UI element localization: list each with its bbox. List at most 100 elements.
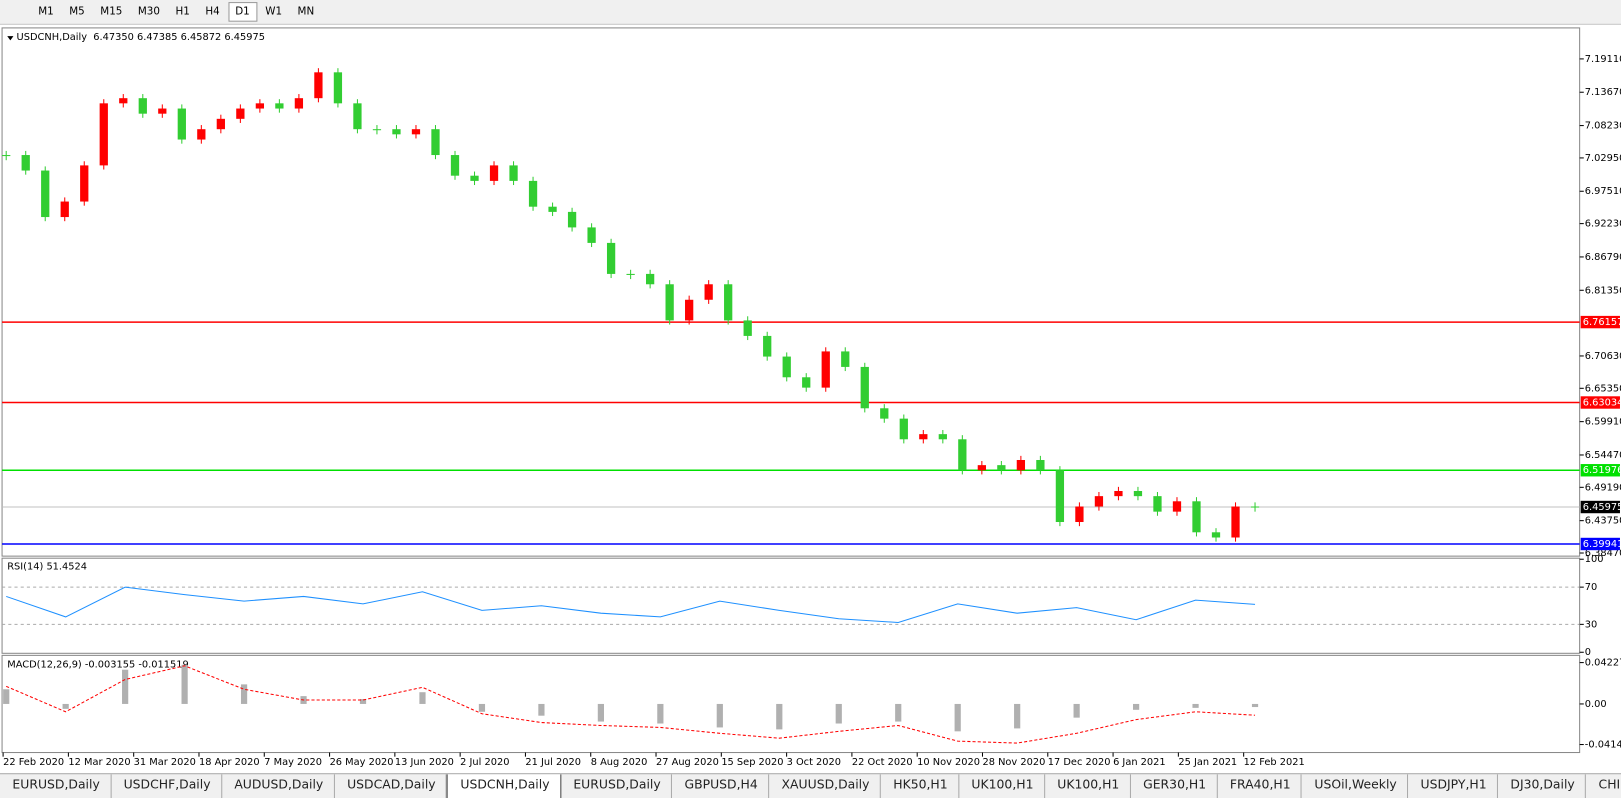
candle: [528, 180, 538, 207]
level-label: 6.39941: [1583, 539, 1621, 550]
current-price-label: 6.45975: [1583, 502, 1621, 513]
macd-bar: [1192, 703, 1199, 708]
candle: [567, 211, 577, 228]
candle: [1036, 459, 1045, 471]
candle: [977, 465, 986, 471]
macd-bar: [954, 703, 961, 732]
y-tick-label: 6.81350: [1585, 285, 1621, 296]
x-tick-label: 15 Sep 2020: [721, 757, 783, 768]
y-tick-label: 7.13670: [1585, 87, 1621, 98]
candle: [216, 118, 225, 130]
chart-tab[interactable]: GER30,H1: [1131, 774, 1218, 798]
y-tick-label: 70: [1585, 582, 1598, 593]
chart-tab[interactable]: USOil,Weekly: [1302, 774, 1409, 798]
x-tick-label: 12 Feb 2021: [1244, 757, 1305, 768]
x-tick-label: 21 Jul 2020: [525, 757, 581, 768]
y-tick-label: 6.92230: [1585, 219, 1621, 230]
candle: [1016, 459, 1026, 471]
candle: [743, 320, 752, 336]
timeframe-button[interactable]: M1: [38, 6, 54, 18]
level-tag: [1580, 315, 1620, 329]
chart-tab[interactable]: FRA40,H1: [1218, 774, 1302, 798]
candle: [138, 98, 147, 114]
x-tick-label: 6 Jan 2021: [1113, 757, 1166, 768]
y-tick-label: 0.00: [1585, 699, 1607, 710]
candle: [41, 170, 50, 218]
candle: [1153, 496, 1162, 512]
y-tick-label: 30: [1585, 619, 1598, 630]
candle: [294, 98, 304, 109]
candle: [60, 201, 69, 218]
timeframe-button[interactable]: M30: [137, 6, 160, 18]
y-tick-label: 7.08230: [1585, 121, 1621, 132]
signal-line: [5, 665, 1256, 744]
timeframe-toolbar: M1 M5 M15 M30 H1 H4 D1 W1 MN: [0, 0, 1621, 25]
macd-bar: [657, 703, 664, 724]
y-tick-label: 6.86790: [1585, 252, 1621, 263]
macd-bar: [1073, 703, 1080, 718]
candle: [958, 439, 967, 471]
candle: [431, 129, 440, 156]
candle: [314, 72, 323, 99]
y-tick-label: 0: [1585, 647, 1591, 658]
x-tick-label: 17 Dec 2020: [1048, 757, 1111, 768]
candle: [704, 284, 713, 300]
macd-bar: [538, 703, 545, 716]
chart-tab[interactable]: GBPUSD,H4: [672, 774, 770, 798]
timeframe-button[interactable]: M5: [69, 6, 85, 18]
x-tick-label: 31 Mar 2020: [134, 757, 196, 768]
candle: [1094, 496, 1104, 507]
candle: [938, 434, 947, 440]
macd-bar: [419, 692, 426, 704]
candle: [1133, 490, 1143, 497]
timeframe-button[interactable]: W1: [265, 6, 283, 18]
y-tick-label: 6.70630: [1585, 351, 1621, 362]
candle: [880, 408, 889, 419]
chart-tab[interactable]: AUDUSD,Daily: [222, 774, 335, 798]
chart-tab[interactable]: EURUSD,Daily: [0, 774, 112, 798]
candle: [685, 299, 694, 321]
chart-title: USDCNH,Daily 6.47350 6.47385 6.45872 6.4…: [17, 32, 265, 43]
chart-tab[interactable]: EURUSD,Daily: [561, 774, 673, 798]
chart-tab[interactable]: USDCNH,Daily: [446, 774, 561, 798]
candle: [392, 129, 401, 135]
macd-bar: [62, 703, 69, 709]
macd-bar: [776, 703, 783, 730]
macd-bar: [1251, 703, 1259, 708]
candle: [763, 335, 772, 357]
chart-tab[interactable]: DJ30,Daily: [1498, 774, 1587, 798]
candle: [80, 165, 89, 202]
chart-tab[interactable]: HK50,H1: [881, 774, 960, 798]
x-tick-label: 12 Mar 2020: [68, 757, 130, 768]
y-tick-label: 0.042275: [1585, 658, 1621, 669]
timeframe-button[interactable]: H4: [205, 6, 220, 18]
current-price-tag: [1580, 500, 1620, 514]
timeframe-button[interactable]: D1: [227, 2, 257, 22]
timeframe-button[interactable]: MN: [297, 6, 315, 18]
candle: [450, 155, 460, 176]
main-panel: [1, 27, 1581, 557]
level-tag: [1580, 464, 1620, 477]
chart-tab[interactable]: UK100,H1: [959, 774, 1045, 798]
candle: [489, 165, 499, 181]
x-tick-label: 18 Apr 2020: [199, 757, 260, 768]
macd-bar: [1014, 703, 1021, 729]
timeframe-button[interactable]: M15: [100, 6, 123, 18]
candle: [626, 273, 635, 275]
chart-tab[interactable]: USDJPY,H1: [1408, 774, 1499, 798]
candle: [821, 351, 830, 388]
macd-bar: [1132, 703, 1140, 710]
chart-tab[interactable]: UK100,H1: [1045, 774, 1131, 798]
x-tick-label: 22 Oct 2020: [852, 757, 913, 768]
candle: [275, 103, 284, 109]
candle: [665, 284, 674, 321]
chart-tab[interactable]: USDCAD,Daily: [335, 774, 447, 798]
level-tag: [1580, 537, 1620, 551]
chart-tab[interactable]: USDCHF,Daily: [111, 774, 222, 798]
candle: [1211, 532, 1221, 538]
chart-tab[interactable]: CHINA300,H1: [1586, 774, 1621, 798]
timeframe-button[interactable]: H1: [175, 6, 190, 18]
chart-tab[interactable]: XAUUSD,Daily: [769, 774, 881, 798]
x-tick-label: 25 Jan 2021: [1178, 757, 1237, 768]
